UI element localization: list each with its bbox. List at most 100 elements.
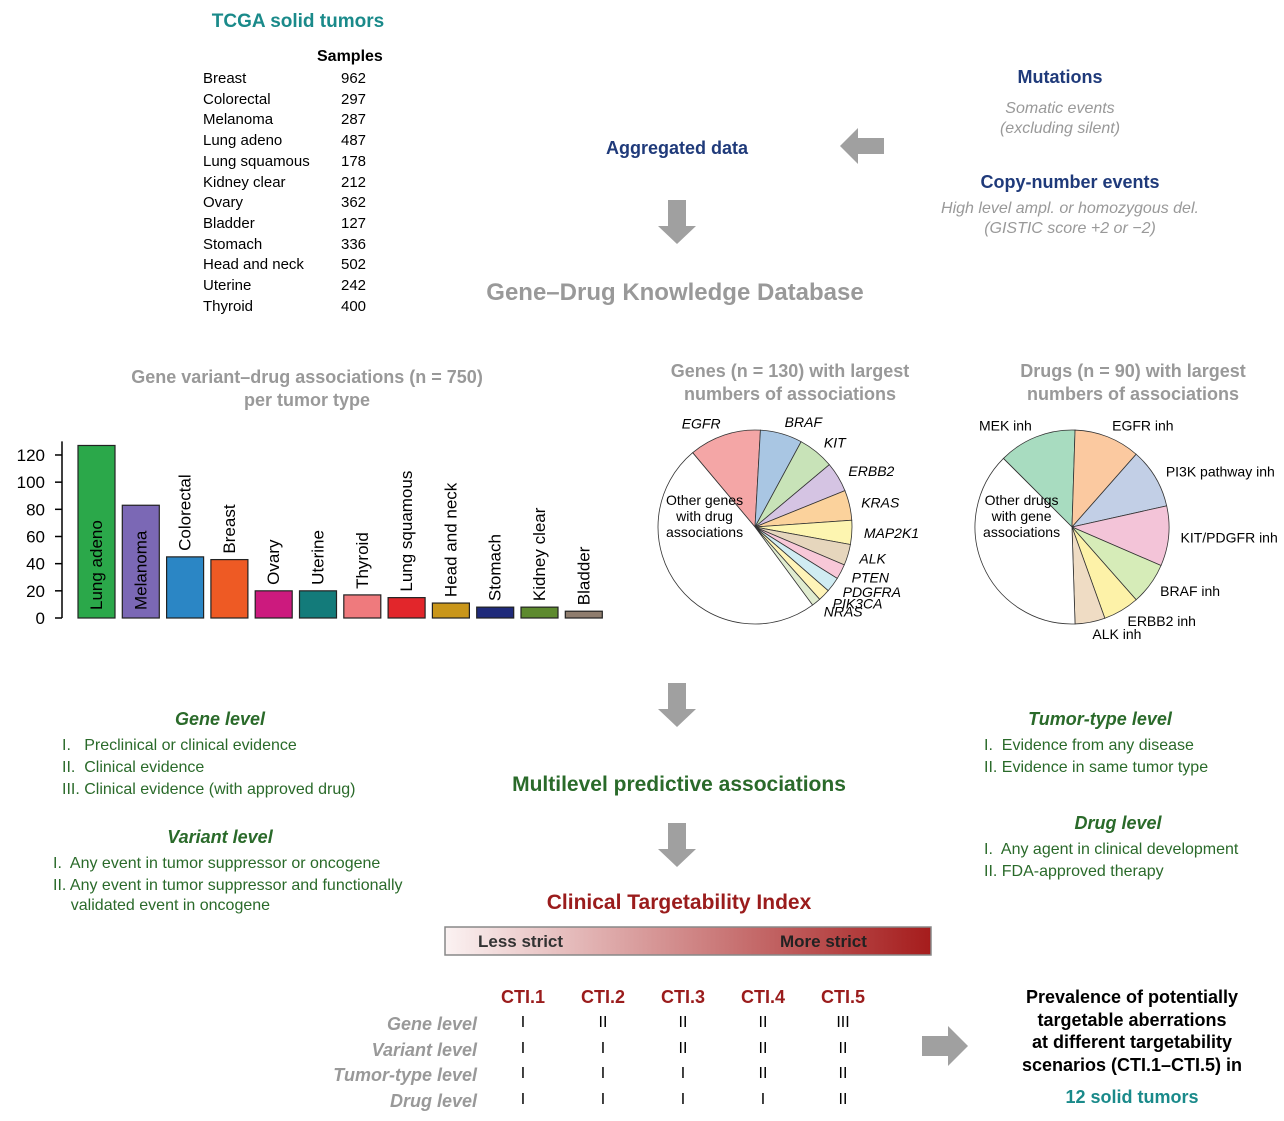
table-cell: Bladder [203,214,255,232]
pie-slice [1002,429,1076,528]
bar-label: Kidney clear [530,507,549,601]
pie-label: EGFR [682,416,721,432]
cti-column: CTI.3 [660,987,706,1007]
cti-row-label: Tumor-type level [333,1065,477,1085]
pie-label: KIT/PDGFR inh [1181,529,1278,545]
bar-label: Lung adeno [87,520,106,610]
table-cell: 242 [341,277,367,294]
y-tick-label: 60 [26,527,45,546]
cti-cell: II [758,1014,768,1031]
bar [121,504,160,619]
bar [254,590,293,619]
table-cell: Kidney clear [203,173,286,191]
pie-label: ERBB2 inh [1127,613,1195,629]
pie-label: BRAF inh [1160,583,1220,599]
y-tick-label: 0 [36,609,45,628]
cti-cell: II [678,1014,688,1031]
table-title: TCGA solid tumors [211,11,385,32]
cti-cell: I [520,1039,526,1057]
pie-label: MEK inh [979,418,1032,434]
multilevel-label: Multilevel predictive associations [512,773,846,796]
prevalence-highlight: 12 solid tumors [1065,1087,1199,1107]
pie-slice [657,452,814,625]
pie-slice [692,429,761,529]
cti-cell: II [838,1065,848,1082]
table-cell: Lung squamous [203,152,310,170]
cti-cell: I [600,1090,606,1108]
cti-column: CTI.1 [500,987,546,1007]
chart-title: Genes (n = 130) with largest numbers of … [670,361,910,404]
pie-label: ALK [858,550,886,566]
bar-label: Lung squamous [397,471,416,592]
level-title: Tumor-type level [1028,709,1172,729]
cti-cell: I [760,1090,766,1108]
cti-cell: I [600,1039,606,1057]
table-cell: 962 [341,70,367,87]
cti-cell: I [520,1065,526,1082]
pie-slice [974,457,1076,625]
table-cell: 297 [341,90,367,108]
table-cell: 400 [341,297,367,315]
bar [520,606,559,619]
table-cell: 336 [341,235,367,253]
level-item: II. Clinical evidence [62,759,205,776]
level-item: I. Evidence from any disease [984,737,1194,754]
table-cell: Head and neck [203,256,304,274]
level-item: III. Clinical evidence (with approved dr… [62,781,356,798]
aggregated-label: Aggregated data [605,138,749,158]
bar-label: Head and neck [441,482,460,597]
bar [387,597,426,619]
chart-title: Drugs (n = 90) with largest numbers of a… [1020,361,1246,404]
prevalence-text: Prevalence of potentially targetable abe… [1021,987,1243,1075]
cti-row-label: Gene level [386,1014,477,1034]
cti-cell: II [838,1090,848,1108]
table-cell: 178 [341,152,367,170]
pie-label: EGFR inh [1112,418,1173,434]
y-tick-label: 80 [26,500,45,519]
cti-column: CTI.2 [580,987,626,1007]
pie-label: ALK inh [1092,626,1141,642]
level-item: I. Preclinical or clinical evidence [62,737,297,754]
table-cell: Uterine [203,277,252,294]
gradient-label: More strict [780,932,867,951]
y-tick-label: 40 [26,555,45,574]
level-item: II. FDA-approved therapy [984,863,1164,880]
table-cell: 287 [341,111,367,129]
level-item: II. Evidence in same tumor type [984,759,1209,776]
database-label: Gene–Drug Knowledge Database [486,279,864,306]
y-tick-label: 20 [26,582,45,601]
bar-label: Colorectal [176,474,195,551]
table-cell: Stomach [203,235,263,253]
bar-label: Thyroid [353,532,372,589]
cti-cell: II [758,1065,768,1082]
table-cell: 487 [341,132,367,150]
source-title: Copy-number events [980,172,1160,192]
cti-cell: III [836,1014,850,1031]
column-header: Samples [317,48,383,65]
bar [564,610,603,619]
pie-label: NRAS [824,604,864,620]
cti-column: CTI.4 [740,987,786,1007]
cti-cell: II [678,1039,688,1057]
pie-label: KIT [824,435,847,451]
cti-row-label: Drug level [389,1090,477,1111]
cti-cell: I [520,1090,526,1108]
cti-cell: I [520,1014,526,1031]
table-cell: 362 [341,194,367,212]
pie-label: PIK3CA [833,596,883,612]
level-title: Variant level [167,827,273,847]
pie-label: PI3K pathway inh [1166,464,1275,480]
bar-label: Breast [220,504,239,553]
cti-title: Clinical Targetability Index [546,891,812,914]
cti-cell: II [598,1014,608,1031]
table-cell: Thyroid [203,297,254,315]
level-item: I. Any agent in clinical development [984,841,1239,858]
bar-label: Stomach [486,534,505,601]
bar-label: Ovary [264,539,283,585]
gradient-bar [444,926,932,956]
arrows [658,128,968,1066]
table-cell: 502 [341,256,367,274]
pie-label: PTEN [852,569,890,585]
table-cell: 127 [341,214,367,232]
